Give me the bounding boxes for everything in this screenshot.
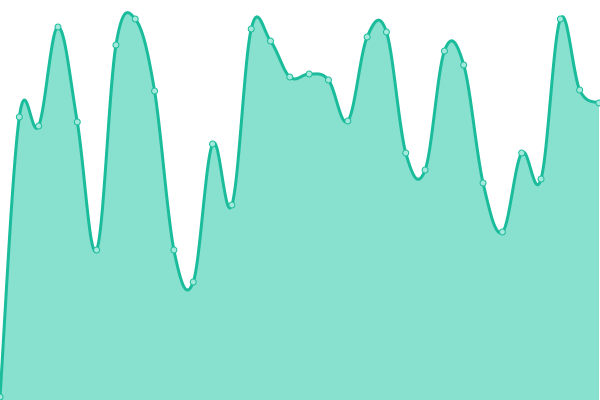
data-point-21	[402, 149, 410, 157]
data-point-11	[209, 140, 217, 148]
data-point-26	[498, 228, 506, 236]
data-markers	[0, 15, 600, 400]
data-point-23	[440, 47, 448, 55]
data-point-30	[576, 86, 584, 94]
data-point-1	[15, 113, 23, 121]
data-point-2	[35, 122, 43, 130]
data-point-29	[556, 15, 564, 23]
data-point-19	[363, 33, 371, 41]
data-point-25	[479, 179, 487, 187]
data-point-4	[73, 118, 81, 126]
data-point-31	[595, 99, 600, 107]
data-point-6	[112, 41, 120, 49]
data-point-17	[324, 76, 332, 84]
data-point-16	[305, 70, 313, 78]
data-point-9	[170, 246, 178, 254]
data-point-13	[247, 25, 255, 33]
data-point-28	[537, 175, 545, 183]
data-point-10	[189, 278, 197, 286]
data-point-0	[0, 393, 4, 400]
data-point-7	[131, 15, 139, 23]
data-point-24	[460, 61, 468, 69]
data-point-15	[286, 73, 294, 81]
data-point-12	[228, 201, 236, 209]
data-point-22	[421, 166, 429, 174]
data-point-5	[93, 246, 101, 254]
data-point-18	[344, 117, 352, 125]
data-point-8	[151, 87, 159, 95]
data-point-27	[518, 149, 526, 157]
area-fill	[0, 12, 599, 400]
data-point-14	[267, 37, 275, 45]
data-point-20	[382, 28, 390, 36]
data-point-3	[54, 23, 62, 31]
